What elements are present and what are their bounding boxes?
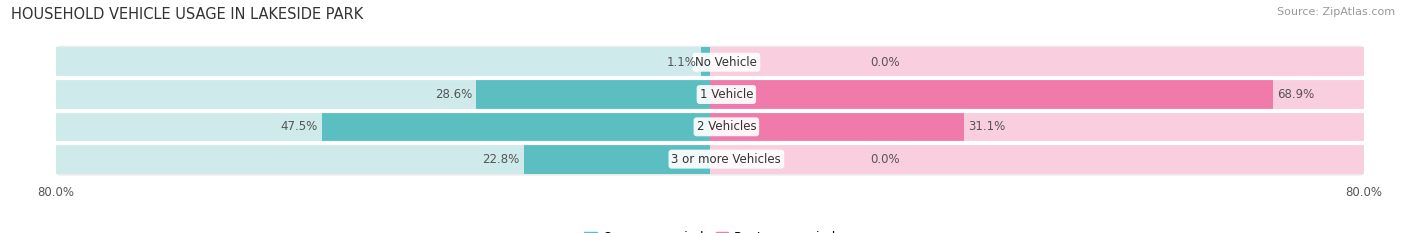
- FancyBboxPatch shape: [56, 46, 1364, 79]
- Bar: [710, 79, 1272, 110]
- Text: 31.1%: 31.1%: [969, 120, 1005, 133]
- Bar: [56, 144, 710, 174]
- Bar: [523, 144, 710, 174]
- Bar: [56, 79, 710, 110]
- Text: 1.1%: 1.1%: [666, 56, 697, 69]
- FancyBboxPatch shape: [56, 78, 1364, 111]
- Text: HOUSEHOLD VEHICLE USAGE IN LAKESIDE PARK: HOUSEHOLD VEHICLE USAGE IN LAKESIDE PARK: [11, 7, 364, 22]
- FancyBboxPatch shape: [56, 110, 1364, 143]
- Text: 2 Vehicles: 2 Vehicles: [696, 120, 756, 133]
- Text: 22.8%: 22.8%: [482, 153, 520, 166]
- Text: 28.6%: 28.6%: [434, 88, 472, 101]
- Bar: [322, 112, 710, 142]
- Bar: [710, 144, 1364, 174]
- Text: 47.5%: 47.5%: [281, 120, 318, 133]
- Bar: [710, 47, 1364, 77]
- Text: 0.0%: 0.0%: [870, 56, 900, 69]
- FancyBboxPatch shape: [56, 143, 1364, 175]
- Bar: [702, 47, 710, 77]
- Text: No Vehicle: No Vehicle: [696, 56, 758, 69]
- Bar: [710, 112, 965, 142]
- Bar: [710, 79, 1364, 110]
- Bar: [477, 79, 710, 110]
- Text: 0.0%: 0.0%: [870, 153, 900, 166]
- Text: 3 or more Vehicles: 3 or more Vehicles: [672, 153, 782, 166]
- Text: 1 Vehicle: 1 Vehicle: [700, 88, 754, 101]
- Text: 68.9%: 68.9%: [1277, 88, 1315, 101]
- Bar: [710, 112, 1364, 142]
- Bar: [56, 47, 710, 77]
- Bar: [56, 112, 710, 142]
- Legend: Owner-occupied, Renter-occupied: Owner-occupied, Renter-occupied: [579, 226, 841, 233]
- Text: Source: ZipAtlas.com: Source: ZipAtlas.com: [1277, 7, 1395, 17]
